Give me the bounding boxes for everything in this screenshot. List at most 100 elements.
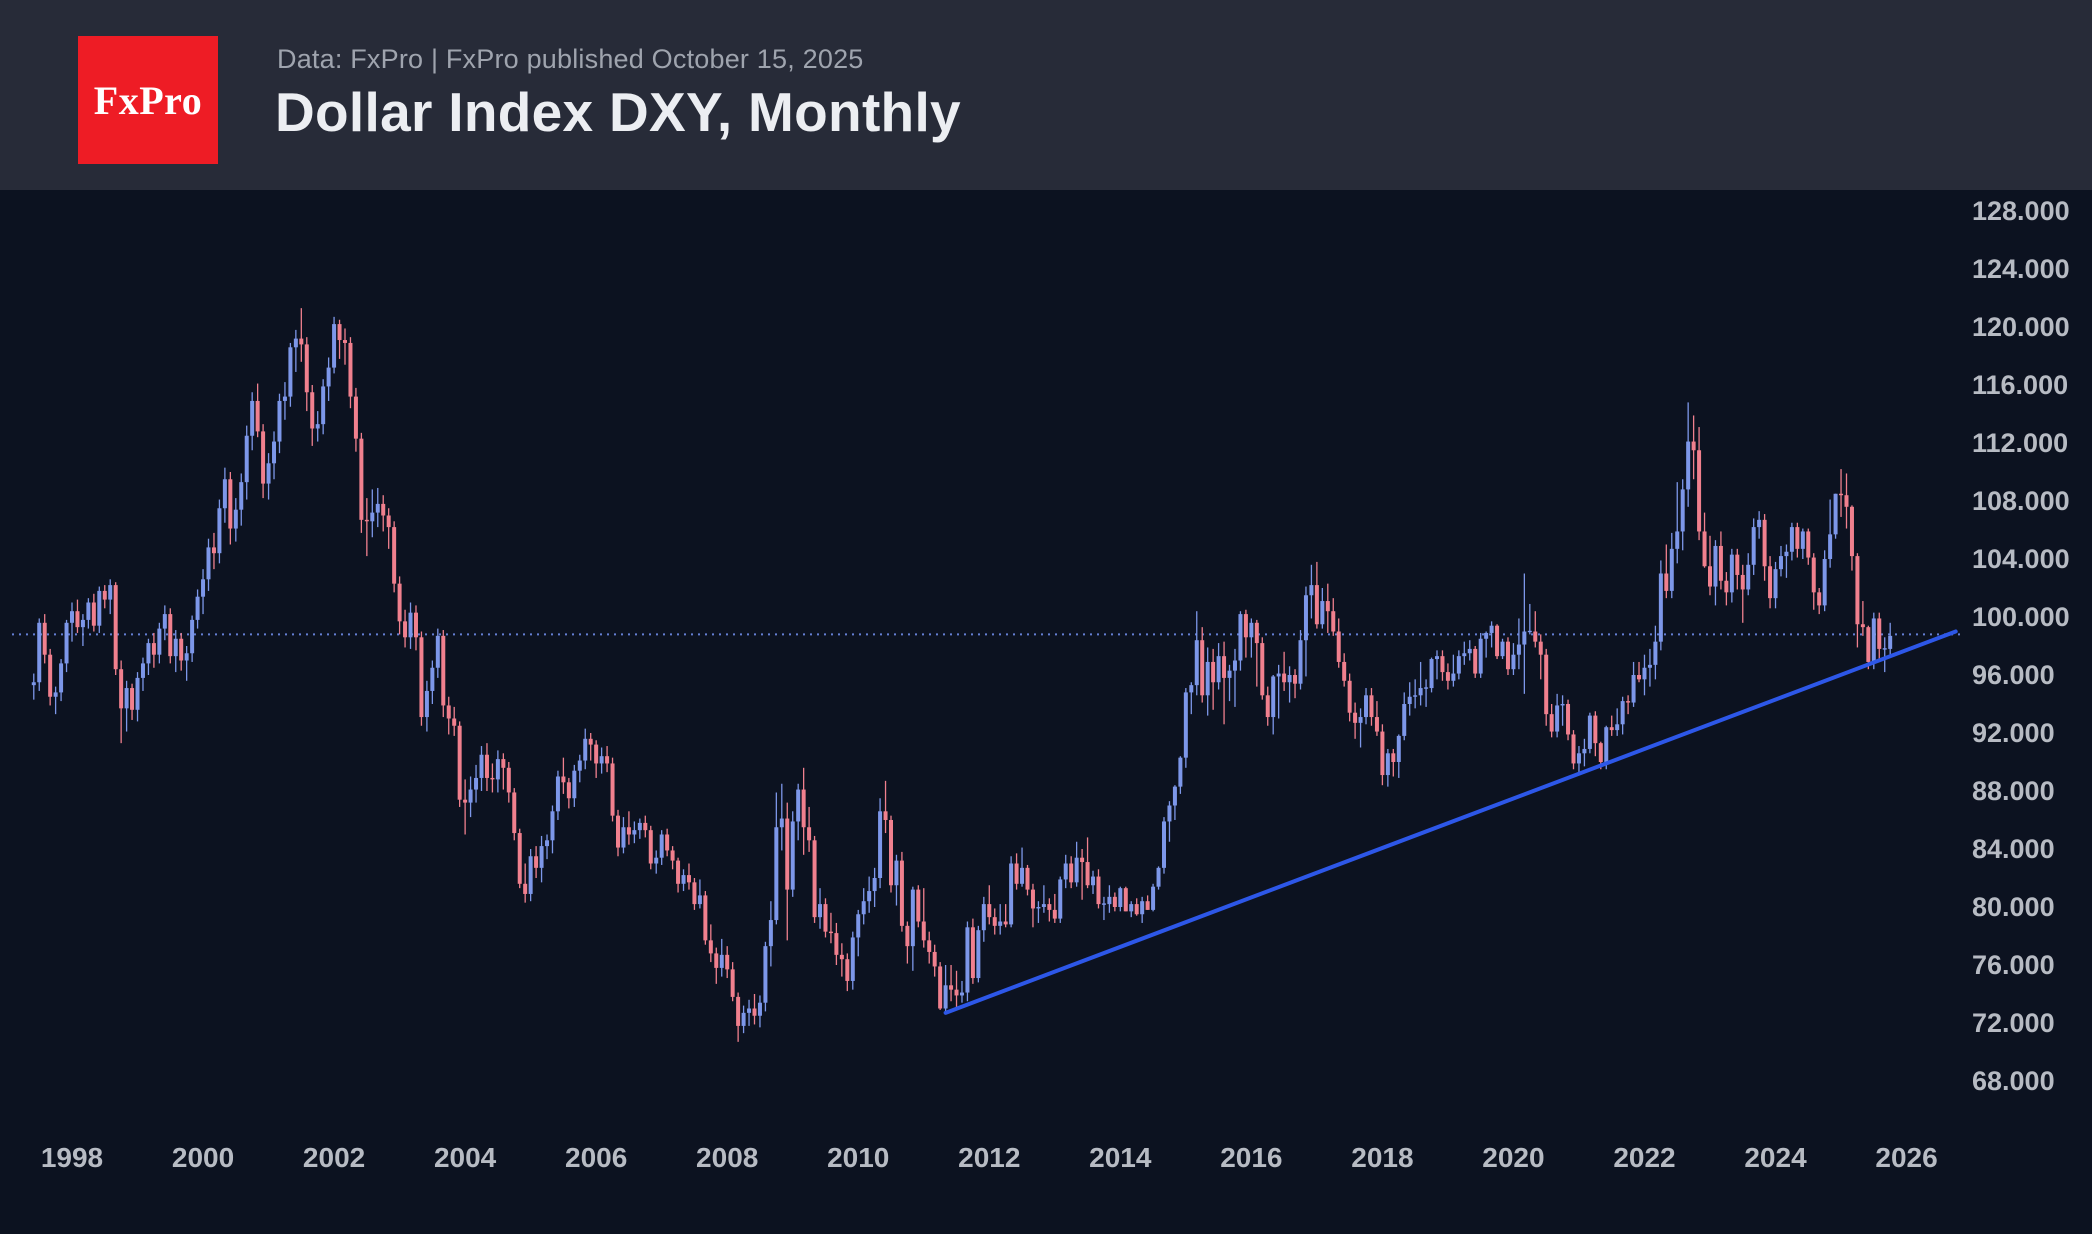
candle-body [53, 692, 58, 697]
candle-body [1713, 545, 1718, 587]
candle-body [1227, 670, 1232, 678]
header: FxPro Data: FxPro | FxPro published Octo… [0, 0, 2092, 190]
candle [1505, 637, 1510, 675]
candle-body [397, 583, 402, 622]
candle-body [697, 895, 702, 905]
candle-body [91, 602, 96, 626]
candle [1866, 625, 1871, 670]
candle [162, 605, 167, 641]
candle [1407, 682, 1412, 716]
candle-body [1691, 441, 1696, 451]
candle [1101, 896, 1106, 921]
candle-body [1724, 580, 1729, 593]
candle [632, 821, 637, 844]
candle [337, 319, 342, 359]
candle [299, 308, 304, 362]
candle [157, 622, 162, 664]
candle [1287, 666, 1292, 703]
candle [282, 382, 287, 420]
candle [517, 828, 522, 889]
trendline[interactable] [943, 629, 1958, 1015]
candle-body [1385, 753, 1390, 776]
candle [1293, 669, 1298, 699]
candle [839, 943, 844, 977]
candle [272, 431, 277, 480]
candle [179, 632, 184, 671]
x-axis-tick-label: 2006 [565, 1142, 627, 1173]
candle-body [1134, 904, 1139, 915]
candle-body [1549, 714, 1554, 732]
candle-body [1478, 638, 1483, 674]
candle-body [1232, 660, 1237, 671]
candle-body [572, 770, 577, 799]
y-axis-tick-label: 72.000 [1972, 1008, 2055, 1038]
candle-body [1817, 592, 1822, 606]
candle [484, 743, 489, 791]
candle-body [452, 718, 457, 726]
candle [353, 387, 358, 452]
candle [1249, 618, 1254, 658]
candle-body [130, 688, 135, 710]
candle [1385, 748, 1390, 787]
candle-body [501, 759, 506, 768]
candle-body [255, 400, 260, 432]
candle [310, 385, 315, 446]
candle-body [785, 818, 790, 890]
candle-body [1593, 715, 1598, 744]
candle [1085, 837, 1090, 889]
candle [1789, 522, 1794, 561]
candle [413, 605, 418, 651]
candle-body [1855, 556, 1860, 625]
candle [976, 925, 981, 983]
candle [981, 896, 986, 942]
candle [774, 792, 779, 925]
candle [1516, 618, 1521, 670]
candle [910, 886, 915, 971]
candle-body [670, 850, 675, 861]
candle [1800, 528, 1805, 559]
candle-body [490, 777, 495, 780]
candle-body [1615, 724, 1620, 731]
candle [506, 762, 511, 803]
candle [479, 746, 484, 791]
candle-body [113, 585, 118, 670]
y-axis-tick-label: 96.000 [1972, 660, 2055, 690]
candle-body [959, 992, 964, 996]
candle-body [1871, 618, 1876, 662]
candle [1702, 512, 1707, 568]
candle-body [1877, 618, 1882, 649]
candle-body [1718, 545, 1723, 581]
candle [435, 628, 440, 678]
candle [1724, 572, 1729, 606]
candle-body [1162, 821, 1166, 868]
candle [1811, 553, 1816, 610]
candle [250, 392, 255, 451]
candle [970, 918, 975, 984]
candle [397, 576, 402, 635]
candle [588, 733, 593, 761]
candle-body [1036, 907, 1041, 909]
candle-body [747, 1008, 752, 1013]
candle [1243, 609, 1248, 658]
candle-body [1145, 901, 1150, 910]
candle [883, 780, 888, 834]
candle-body [1118, 888, 1123, 907]
candle-body [1020, 867, 1025, 884]
candle [528, 849, 533, 902]
candle-body [1353, 712, 1358, 723]
candle-body [757, 1002, 762, 1016]
candle-body [1489, 625, 1494, 633]
candle-body [659, 834, 664, 858]
candle [1222, 641, 1227, 725]
candle [1003, 904, 1008, 928]
candle-body [1336, 631, 1341, 662]
candle-body [703, 895, 708, 941]
candle-body [599, 756, 604, 764]
candle [605, 746, 610, 773]
candle-body [845, 959, 850, 981]
candle-body [801, 789, 806, 828]
candle [1626, 695, 1631, 715]
candle [1451, 654, 1456, 687]
candle [1254, 619, 1259, 687]
